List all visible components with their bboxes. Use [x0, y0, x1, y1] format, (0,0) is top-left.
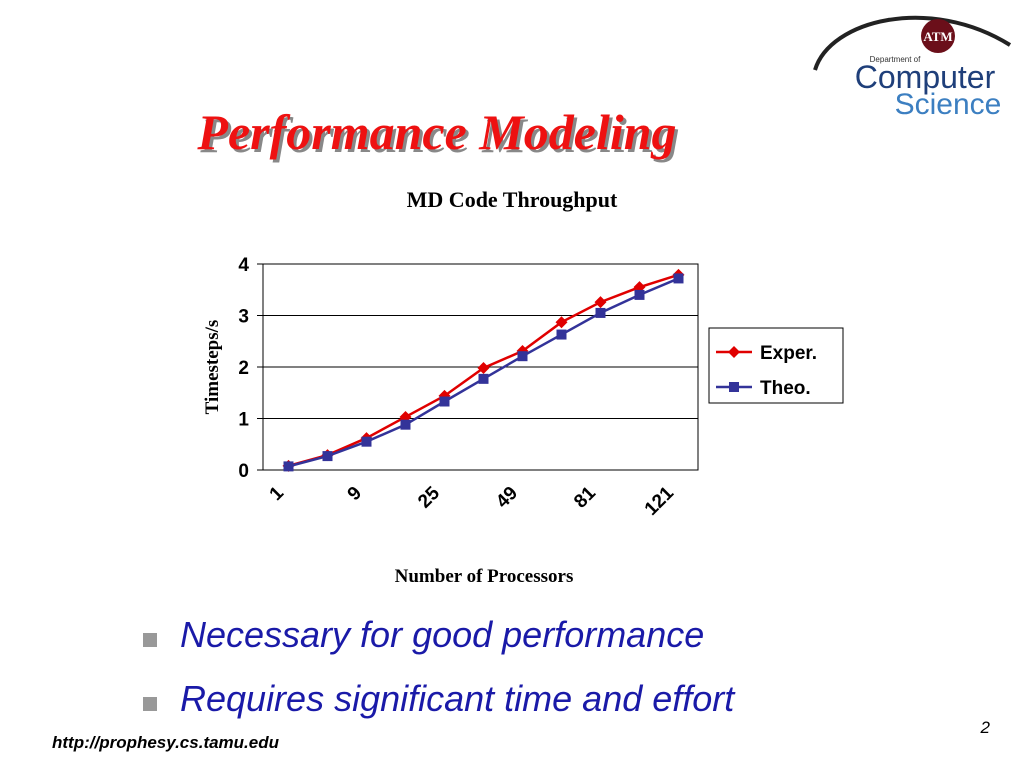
logo: ATM Department of Computer Science: [813, 15, 1012, 121]
x-tick-label: 121: [641, 482, 679, 520]
data-point: [673, 273, 684, 284]
logo-seal: [921, 19, 955, 53]
y-tick-label: 4: [238, 255, 249, 276]
data-point: [400, 419, 411, 430]
bullet: Requires significant time and effort: [180, 678, 736, 719]
x-tick-label: 49: [492, 483, 522, 513]
data-point: [477, 362, 490, 375]
y-tick-label: 2: [238, 358, 249, 379]
logo-swoosh: [813, 15, 1012, 71]
x-axis-label: Number of Processors: [395, 566, 574, 587]
logo-line3: Science: [895, 88, 1002, 121]
logo-line1: Department of: [870, 55, 921, 64]
x-tick-label: 25: [414, 482, 444, 512]
slide-title: Performance Modeling: [196, 104, 676, 160]
bullet: Necessary for good performance: [180, 614, 704, 655]
legend-marker: [729, 382, 739, 392]
bullet-marker: [143, 697, 157, 711]
data-point: [556, 329, 567, 340]
legend-marker: [728, 346, 740, 358]
x-tick-label: 81: [570, 482, 600, 512]
data-point: [361, 436, 372, 447]
y-tick-label: 3: [238, 307, 249, 328]
footer-url: http://prophesy.cs.tamu.edu: [52, 733, 280, 752]
y-tick-label: 1: [238, 410, 249, 431]
data-point: [595, 307, 606, 318]
logo-line2: Computer: [855, 59, 996, 95]
data-point: [478, 373, 489, 384]
page-number: 2: [980, 718, 991, 737]
legend-label: Exper.: [760, 343, 817, 364]
data-point: [439, 396, 450, 407]
data-point: [594, 296, 607, 309]
bullet-marker: [143, 633, 157, 647]
data-point: [283, 461, 294, 472]
data-point: [634, 289, 645, 300]
chart-title: MD Code Throughput: [407, 187, 618, 212]
y-tick-label: 0: [238, 461, 249, 482]
legend-label: Theo.: [760, 378, 811, 399]
data-point: [555, 316, 568, 329]
x-tick-label: 1: [266, 482, 289, 505]
data-point: [517, 351, 528, 362]
y-axis-label: Timesteps/s: [202, 320, 223, 415]
logo-mark: ATM: [923, 29, 952, 44]
data-point: [322, 451, 333, 462]
title-shadow: Performance Modeling: [199, 107, 679, 163]
x-tick-label: 9: [344, 483, 366, 505]
